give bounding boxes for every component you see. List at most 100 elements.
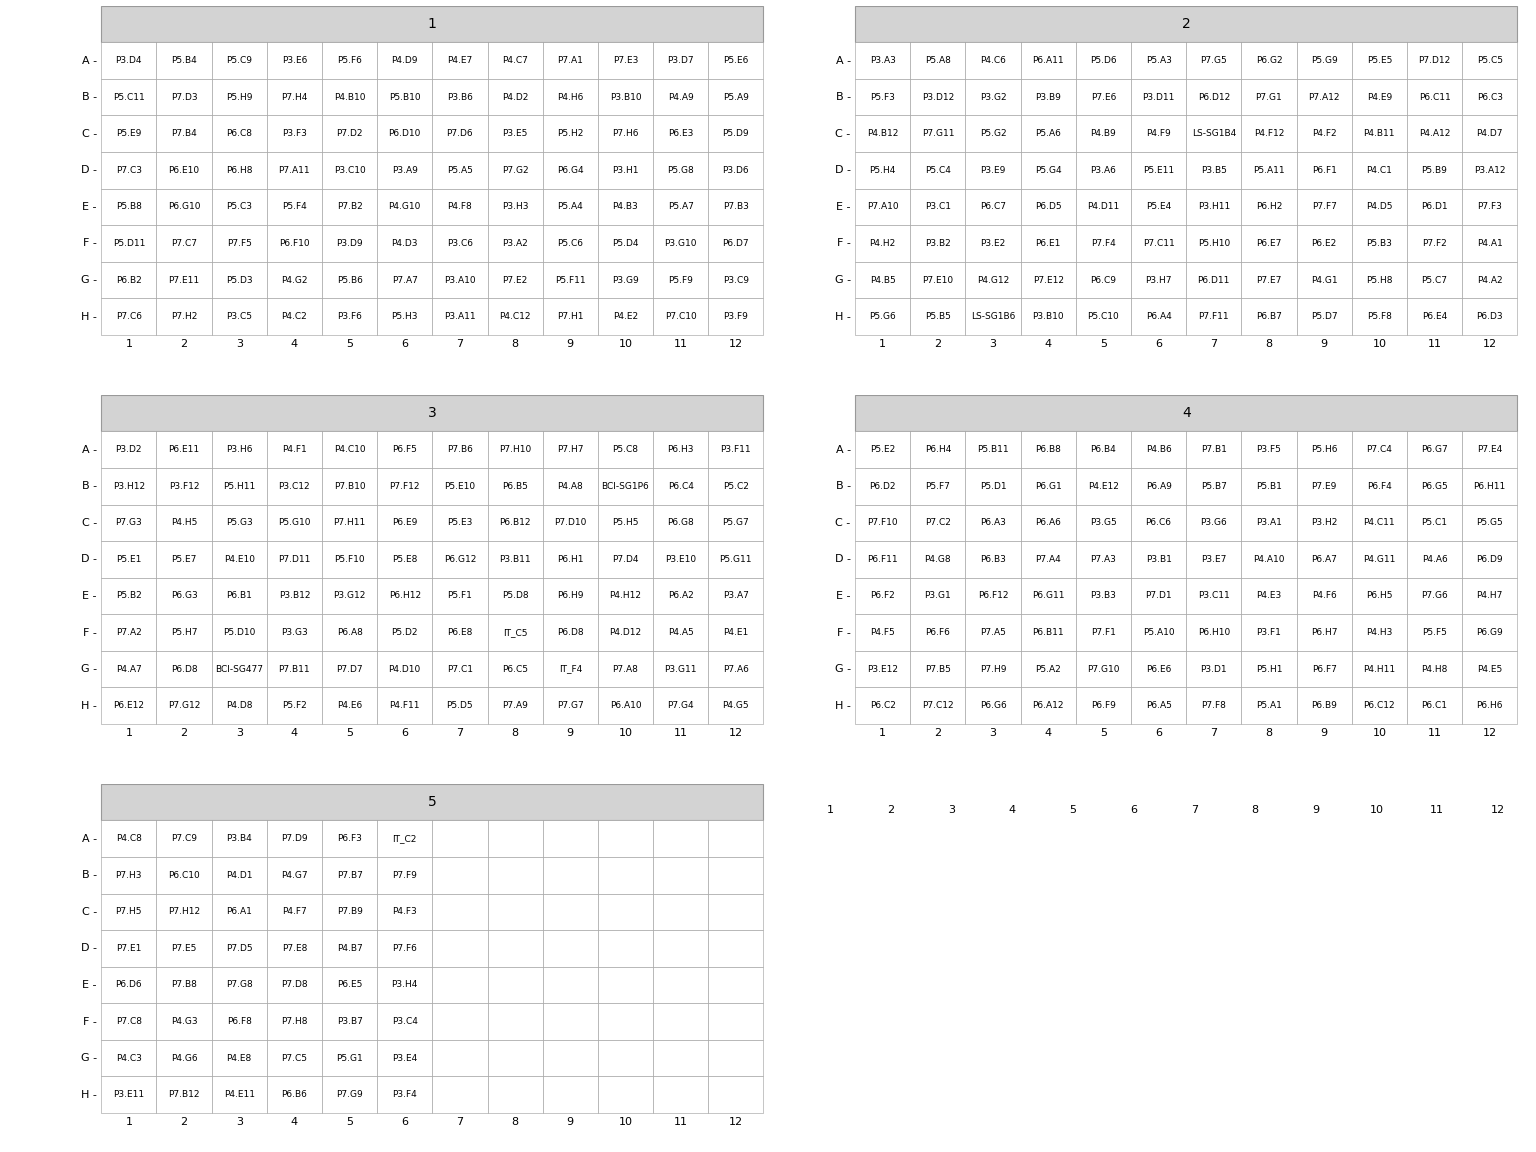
- Text: D -: D -: [81, 943, 97, 954]
- Text: P3.A7: P3.A7: [723, 591, 748, 600]
- Text: D -: D -: [81, 165, 97, 175]
- Bar: [1130, 505, 1186, 541]
- Bar: [1352, 225, 1407, 262]
- Text: P7.F1: P7.F1: [1091, 628, 1115, 637]
- Text: P6.G2: P6.G2: [1255, 56, 1283, 66]
- Bar: [432, 225, 487, 262]
- Text: P7.D6: P7.D6: [447, 129, 473, 138]
- Text: P4.D11: P4.D11: [1087, 203, 1120, 211]
- Text: P6.D11: P6.D11: [1198, 275, 1230, 285]
- Bar: [1462, 505, 1518, 541]
- Text: P4.D5: P4.D5: [1366, 203, 1393, 211]
- Bar: [487, 505, 542, 541]
- Bar: [323, 225, 378, 262]
- Text: P7.A9: P7.A9: [502, 702, 528, 710]
- Text: D -: D -: [834, 165, 851, 175]
- Bar: [708, 688, 763, 723]
- Text: P3.G6: P3.G6: [1201, 518, 1227, 528]
- Text: P6.D12: P6.D12: [1198, 92, 1230, 101]
- Text: P7.E10: P7.E10: [922, 275, 954, 285]
- Text: 7: 7: [456, 1117, 464, 1127]
- Text: P3.B6: P3.B6: [447, 92, 473, 101]
- Text: P5.F2: P5.F2: [283, 702, 307, 710]
- Bar: [1462, 189, 1518, 225]
- Bar: [653, 651, 708, 688]
- Bar: [598, 541, 653, 577]
- Bar: [598, 1076, 653, 1113]
- Text: P5.G6: P5.G6: [869, 312, 895, 321]
- Text: P6.A12: P6.A12: [1032, 702, 1064, 710]
- Bar: [323, 930, 378, 967]
- Bar: [487, 894, 542, 930]
- Text: 8: 8: [511, 728, 519, 738]
- Bar: [157, 577, 212, 614]
- Text: P4.B3: P4.B3: [613, 203, 639, 211]
- Bar: [1296, 541, 1352, 577]
- Text: IT_C5: IT_C5: [502, 628, 527, 637]
- Bar: [1186, 688, 1241, 723]
- Text: P7.H3: P7.H3: [115, 871, 143, 880]
- Bar: [1186, 614, 1241, 651]
- Bar: [323, 688, 378, 723]
- Text: P5.G8: P5.G8: [667, 166, 694, 175]
- Text: P4.D12: P4.D12: [610, 628, 642, 637]
- Text: 12: 12: [1482, 339, 1496, 349]
- Bar: [1352, 152, 1407, 189]
- Text: P5.A6: P5.A6: [1035, 129, 1061, 138]
- Text: P6.E1: P6.E1: [1035, 238, 1061, 248]
- Text: 12: 12: [728, 1117, 743, 1127]
- Bar: [378, 152, 432, 189]
- Text: P5.A7: P5.A7: [668, 203, 694, 211]
- Bar: [378, 930, 432, 967]
- Text: 6: 6: [1155, 339, 1163, 349]
- Bar: [911, 541, 966, 577]
- Text: P7.H10: P7.H10: [499, 445, 531, 454]
- Text: P6.F12: P6.F12: [978, 591, 1008, 600]
- Bar: [487, 225, 542, 262]
- Bar: [1130, 651, 1186, 688]
- Text: P6.H2: P6.H2: [1256, 203, 1283, 211]
- Bar: [1241, 468, 1296, 505]
- Bar: [911, 189, 966, 225]
- Text: 10: 10: [1372, 339, 1387, 349]
- Bar: [1075, 78, 1130, 115]
- Bar: [966, 115, 1020, 152]
- Text: P6.H10: P6.H10: [1198, 628, 1230, 637]
- Bar: [267, 505, 323, 541]
- Bar: [1296, 115, 1352, 152]
- Text: P6.E8: P6.E8: [447, 628, 473, 637]
- Bar: [1130, 468, 1186, 505]
- Text: P3.C11: P3.C11: [1198, 591, 1230, 600]
- Bar: [708, 1003, 763, 1040]
- Text: P3.A9: P3.A9: [392, 166, 418, 175]
- Text: P6.H4: P6.H4: [925, 445, 951, 454]
- Text: P4.H11: P4.H11: [1364, 665, 1395, 674]
- Bar: [966, 298, 1020, 335]
- Bar: [856, 431, 911, 468]
- Text: P4.H5: P4.H5: [170, 518, 197, 528]
- Text: P6.B9: P6.B9: [1312, 702, 1338, 710]
- Text: P6.C6: P6.C6: [1146, 518, 1172, 528]
- Text: P7.C1: P7.C1: [447, 665, 473, 674]
- Bar: [653, 505, 708, 541]
- Bar: [157, 298, 212, 335]
- Text: P3.G5: P3.G5: [1091, 518, 1117, 528]
- Bar: [598, 468, 653, 505]
- Text: P5.H3: P5.H3: [392, 312, 418, 321]
- Bar: [598, 577, 653, 614]
- Bar: [157, 152, 212, 189]
- Text: P7.E3: P7.E3: [613, 56, 637, 66]
- Text: P4.E6: P4.E6: [336, 702, 362, 710]
- Text: 2: 2: [934, 728, 942, 738]
- Bar: [157, 688, 212, 723]
- Text: P3.A1: P3.A1: [1256, 518, 1283, 528]
- Bar: [708, 1040, 763, 1076]
- Bar: [708, 857, 763, 894]
- Bar: [598, 115, 653, 152]
- Bar: [157, 1003, 212, 1040]
- Text: P7.C8: P7.C8: [115, 1017, 141, 1026]
- Bar: [1186, 43, 1241, 78]
- Text: P7.B4: P7.B4: [170, 129, 197, 138]
- Text: P6.C10: P6.C10: [167, 871, 200, 880]
- Text: P7.B9: P7.B9: [336, 908, 362, 916]
